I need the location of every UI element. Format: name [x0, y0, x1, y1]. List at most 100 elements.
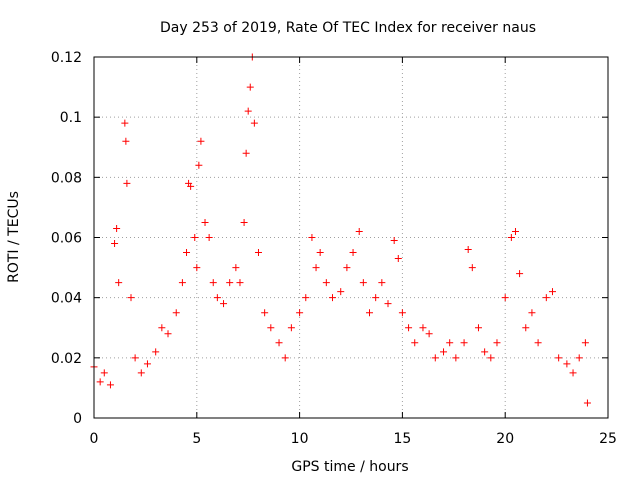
data-point	[464, 246, 472, 254]
data-point	[555, 354, 563, 362]
data-point	[96, 378, 104, 386]
data-point	[487, 354, 495, 362]
data-point	[419, 324, 427, 332]
data-point	[209, 279, 217, 287]
x-axis-label: GPS time / hours	[291, 459, 408, 475]
x-tick-label: 5	[192, 431, 201, 447]
data-point	[542, 294, 550, 302]
data-point	[232, 264, 240, 272]
y-tick-label: 0.04	[51, 291, 82, 307]
y-tick-label: 0.12	[51, 50, 82, 66]
data-point	[452, 354, 460, 362]
data-point	[528, 309, 536, 317]
data-point	[123, 179, 131, 187]
data-point	[287, 324, 295, 332]
data-point	[261, 309, 269, 317]
data-point	[511, 227, 519, 235]
axis-ticks: 0 5 10 15 20 25 0 0.02 0.04 0.06 0.08 0.1 0.12	[51, 50, 617, 447]
data-point	[481, 348, 489, 356]
data-point	[583, 399, 591, 407]
data-point	[394, 255, 402, 263]
data-point	[111, 240, 119, 248]
data-point	[201, 218, 209, 226]
data-point	[236, 279, 244, 287]
data-point	[411, 339, 419, 347]
data-point	[328, 294, 336, 302]
data-point	[100, 369, 108, 377]
data-point	[468, 264, 476, 272]
data-point	[516, 270, 524, 278]
x-tick-label: 20	[496, 431, 514, 447]
data-point	[121, 119, 129, 127]
y-tick-label: 0.1	[60, 110, 82, 126]
x-tick-label: 10	[291, 431, 309, 447]
data-point	[398, 309, 406, 317]
data-point	[193, 264, 201, 272]
chart-title: Day 253 of 2019, Rate Of TEC Index for r…	[160, 20, 536, 36]
data-point	[312, 264, 320, 272]
data-point	[187, 182, 195, 190]
y-tick-label: 0	[73, 411, 82, 427]
data-point	[440, 348, 448, 356]
data-point	[446, 339, 454, 347]
data-point	[316, 249, 324, 257]
data-point	[137, 369, 145, 377]
data-point	[178, 279, 186, 287]
data-point	[281, 354, 289, 362]
data-point	[322, 279, 330, 287]
data-point	[474, 324, 482, 332]
data-points	[90, 53, 591, 407]
data-point	[250, 119, 258, 127]
data-point	[164, 330, 172, 338]
data-point	[390, 237, 398, 245]
grid-lines	[94, 57, 608, 418]
data-point	[569, 369, 577, 377]
data-point	[242, 149, 250, 157]
data-point	[581, 339, 589, 347]
data-point	[172, 309, 180, 317]
data-point	[296, 309, 304, 317]
data-point	[563, 360, 571, 368]
y-tick-label: 0.08	[51, 170, 82, 186]
y-tick-label: 0.02	[51, 351, 82, 367]
data-point	[244, 107, 252, 115]
data-point	[372, 294, 380, 302]
x-tick-label: 15	[393, 431, 411, 447]
data-point	[275, 339, 283, 347]
data-point	[343, 264, 351, 272]
y-axis-label: ROTI / TECUs	[6, 191, 22, 283]
data-point	[366, 309, 374, 317]
data-point	[534, 339, 542, 347]
data-point	[143, 360, 151, 368]
data-point	[349, 249, 357, 257]
data-point	[183, 249, 191, 257]
data-point	[302, 294, 310, 302]
data-point	[115, 279, 123, 287]
data-point	[246, 83, 254, 91]
data-point	[359, 279, 367, 287]
data-point	[195, 161, 203, 169]
data-point	[355, 227, 363, 235]
data-point	[501, 294, 509, 302]
data-point	[122, 137, 130, 145]
data-point	[384, 300, 392, 308]
data-point	[548, 288, 556, 296]
data-point	[522, 324, 530, 332]
data-point	[378, 279, 386, 287]
data-point	[254, 249, 262, 257]
data-point	[240, 218, 248, 226]
data-point	[152, 348, 160, 356]
data-point	[213, 294, 221, 302]
data-point	[191, 234, 199, 241]
data-point	[220, 300, 228, 308]
data-point	[507, 234, 515, 241]
data-point	[405, 324, 413, 332]
data-point	[158, 324, 166, 332]
data-point	[113, 224, 121, 232]
data-point	[131, 354, 139, 362]
data-point	[308, 234, 316, 241]
data-point	[431, 354, 439, 362]
data-point	[425, 330, 433, 338]
y-tick-label: 0.06	[51, 231, 82, 247]
